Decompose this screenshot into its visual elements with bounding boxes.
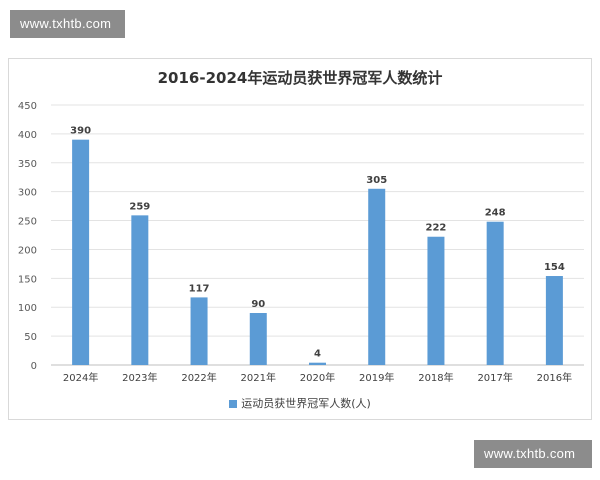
bar bbox=[249, 313, 267, 365]
y-tick-label: 250 bbox=[18, 217, 37, 228]
watermark-top: www.txhtb.com bbox=[10, 10, 125, 38]
y-tick-label: 450 bbox=[18, 101, 37, 112]
y-tick-label: 100 bbox=[18, 303, 37, 314]
x-tick-label: 2023年 bbox=[122, 371, 157, 384]
watermark-bottom: www.txhtb.com bbox=[474, 440, 592, 468]
x-tick-label: 2022年 bbox=[181, 371, 216, 384]
data-label: 154 bbox=[544, 262, 565, 273]
x-tick-label: 2018年 bbox=[418, 371, 453, 384]
y-tick-label: 200 bbox=[18, 245, 37, 256]
y-tick-label: 400 bbox=[18, 130, 37, 141]
chart-area: 2016-2024年运动员获世界冠军人数统计 0 50 100 150 200 250 30… bbox=[8, 58, 592, 420]
data-label: 90 bbox=[251, 299, 265, 310]
x-tick-label: 2017年 bbox=[477, 371, 512, 384]
x-tick-label: 2020年 bbox=[300, 371, 335, 384]
legend-label: 运动员获世界冠军人数(人) bbox=[241, 397, 371, 410]
y-tick-label: 50 bbox=[24, 332, 37, 343]
x-tick-label: 2024年 bbox=[63, 371, 98, 384]
bar bbox=[486, 221, 504, 365]
y-tick-label: 150 bbox=[18, 274, 37, 285]
bar bbox=[309, 362, 326, 365]
bar bbox=[72, 139, 90, 365]
bar bbox=[368, 188, 386, 365]
data-label: 117 bbox=[189, 283, 210, 294]
bar bbox=[190, 297, 208, 365]
data-label: 222 bbox=[426, 223, 447, 234]
x-tick-label: 2019年 bbox=[359, 371, 394, 384]
data-label: 259 bbox=[129, 201, 150, 212]
legend-swatch bbox=[229, 400, 238, 408]
data-label: 4 bbox=[314, 349, 321, 360]
y-tick-label: 350 bbox=[18, 159, 37, 170]
y-tick-label: 300 bbox=[18, 188, 37, 199]
data-label: 390 bbox=[70, 126, 91, 137]
x-tick-label: 2016年 bbox=[537, 371, 572, 384]
data-label: 248 bbox=[485, 208, 506, 219]
legend: 运动员获世界冠军人数(人) bbox=[9, 395, 591, 411]
bar-chart: 0 50 100 150 200 250 300 350 400 450 390 2024年 259 20… bbox=[18, 101, 584, 384]
x-tick-label: 2021年 bbox=[241, 371, 276, 384]
y-tick-label: 0 bbox=[31, 361, 37, 372]
data-label: 305 bbox=[366, 175, 387, 186]
bar bbox=[545, 276, 563, 365]
bar bbox=[131, 215, 149, 365]
chart-title: 2016-2024年运动员获世界冠军人数统计 bbox=[157, 69, 443, 87]
bar bbox=[427, 236, 445, 365]
